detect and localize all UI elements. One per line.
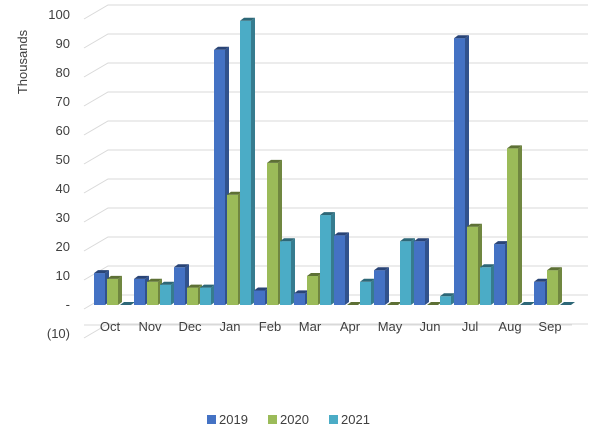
gridline	[83, 236, 588, 252]
bar-2019-Nov	[134, 275, 149, 305]
legend-label: 2019	[219, 412, 248, 427]
y-tick-label: 90	[56, 36, 70, 51]
bar-2021-Dec	[200, 284, 215, 305]
x-tick-label: Aug	[498, 319, 521, 334]
bar-2019-May	[374, 267, 389, 305]
y-tick-label: 80	[56, 65, 70, 80]
y-axis-title: Thousands	[15, 29, 30, 94]
gridline	[83, 91, 588, 107]
bar-2020-Nov	[147, 278, 162, 305]
y-tick-label: 100	[48, 7, 70, 22]
x-tick-label: Jul	[462, 319, 479, 334]
bar-2019-Apr	[334, 232, 349, 305]
legend-item: 2020	[268, 412, 309, 427]
y-tick-label: (10)	[47, 326, 70, 341]
x-tick-label: Mar	[299, 319, 322, 334]
bar-2020-Sep	[547, 267, 562, 305]
x-tick-label: Dec	[178, 319, 202, 334]
gridline	[83, 62, 588, 78]
x-tick-label: Sep	[538, 319, 561, 334]
y-axis: (10) - 10 20 30 40 50 60 70 80 90 100	[47, 7, 70, 341]
y-tick-label: 40	[56, 181, 70, 196]
bar-2021-Feb	[280, 238, 295, 305]
y-tick-label: 50	[56, 152, 70, 167]
y-tick-label: 60	[56, 123, 70, 138]
bar-2020-Dec	[187, 284, 202, 305]
legend-swatch	[207, 415, 216, 424]
bar-2019-Dec	[174, 264, 189, 305]
x-tick-label: May	[378, 319, 403, 334]
y-tick-label: 70	[56, 94, 70, 109]
legend-label: 2021	[341, 412, 370, 427]
bar-2021-Sep	[560, 302, 575, 305]
bar-2021-Jul	[480, 264, 495, 305]
bar-2021-May	[400, 238, 415, 305]
legend-item: 2019	[207, 412, 248, 427]
bar-2021-Jun	[440, 293, 455, 305]
bar-2021-Nov	[160, 281, 175, 305]
bar-2020-Mar	[307, 273, 322, 305]
bar-2019-Oct	[94, 270, 109, 305]
bar-2019-Mar	[294, 290, 309, 305]
legend-item: 2021	[329, 412, 370, 427]
bar-2020-Jul	[467, 223, 482, 305]
bar-2020-May	[387, 302, 402, 305]
bar-2021-Aug	[520, 302, 535, 305]
bar-2020-Apr	[347, 302, 362, 305]
bars	[94, 17, 575, 306]
gridline	[83, 207, 588, 223]
bar-2021-Mar	[320, 212, 335, 305]
x-tick-label: Nov	[138, 319, 162, 334]
bar-2019-Aug	[494, 241, 509, 305]
legend: 2019 2020 2021	[207, 412, 370, 427]
bar-2019-Jun	[414, 238, 429, 305]
bar-2020-Jun	[427, 302, 442, 305]
bar-2021-Apr	[360, 278, 375, 305]
gridline	[83, 33, 588, 49]
bar-2020-Jan	[227, 191, 242, 305]
x-tick-label: Oct	[100, 319, 121, 334]
bar-2021-Jan	[240, 17, 255, 306]
gridline	[83, 323, 588, 339]
y-tick-label: 30	[56, 210, 70, 225]
x-tick-label: Jan	[220, 319, 241, 334]
bar-2019-Feb	[254, 287, 269, 305]
bar-2019-Jan	[214, 46, 229, 306]
legend-swatch	[268, 415, 277, 424]
x-tick-label: Apr	[340, 319, 361, 334]
x-axis: Oct Nov Dec Jan Feb Mar Apr May Jun Jul Aug Sep	[84, 319, 572, 334]
gridline	[83, 178, 588, 194]
gridlines	[83, 4, 588, 339]
bar-2020-Feb	[267, 159, 282, 305]
legend-label: 2020	[280, 412, 309, 427]
y-tick-label: 10	[56, 268, 70, 283]
bar-2020-Aug	[507, 145, 522, 305]
legend-swatch	[329, 415, 338, 424]
bar-2021-Oct	[120, 302, 135, 305]
bar-2019-Sep	[534, 278, 549, 305]
x-tick-label: Feb	[259, 319, 281, 334]
y-tick-label: 20	[56, 239, 70, 254]
bar-2019-Jul	[454, 35, 469, 305]
bar-2020-Oct	[107, 275, 122, 305]
gridline	[83, 149, 588, 165]
gridline	[83, 4, 588, 20]
x-tick-label: Jun	[420, 319, 441, 334]
gridline	[83, 120, 588, 136]
y-tick-label: -	[66, 297, 70, 312]
